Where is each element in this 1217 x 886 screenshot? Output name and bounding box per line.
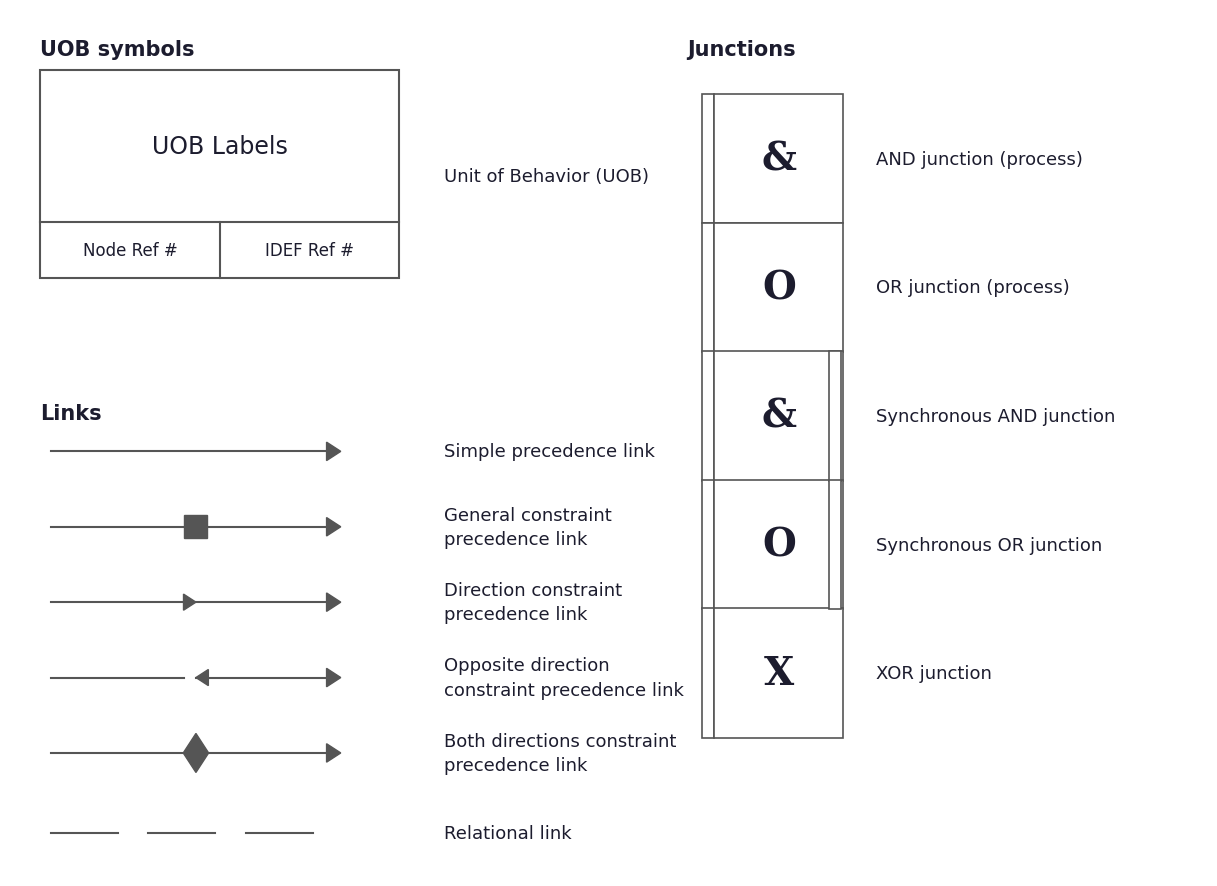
Bar [40, 71, 399, 279]
Text: AND junction (process): AND junction (process) [876, 151, 1083, 168]
Bar [714, 95, 843, 224]
Bar [714, 609, 843, 738]
Bar [702, 223, 714, 353]
Text: Unit of Behavior (UOB): Unit of Behavior (UOB) [444, 168, 649, 186]
Text: OR junction (process): OR junction (process) [876, 279, 1070, 297]
Text: General constraint
precedence link: General constraint precedence link [444, 506, 612, 548]
Bar [702, 95, 714, 224]
Text: Simple precedence link: Simple precedence link [444, 443, 655, 461]
Polygon shape [326, 744, 341, 762]
Bar [702, 609, 714, 738]
Bar [829, 352, 841, 481]
Bar [702, 352, 714, 481]
Text: Both directions constraint
precedence link: Both directions constraint precedence li… [444, 732, 677, 774]
Polygon shape [326, 518, 341, 536]
Text: Relational link: Relational link [444, 824, 572, 842]
Text: UOB Labels: UOB Labels [152, 135, 287, 159]
Polygon shape [184, 595, 196, 610]
Polygon shape [326, 594, 341, 611]
Polygon shape [326, 443, 341, 461]
Text: &: & [762, 141, 796, 178]
Bar [714, 480, 843, 610]
Text: Direction constraint
precedence link: Direction constraint precedence link [444, 581, 622, 624]
Text: Synchronous AND junction: Synchronous AND junction [876, 408, 1116, 425]
Text: Synchronous OR junction: Synchronous OR junction [876, 536, 1103, 554]
Polygon shape [326, 669, 341, 687]
Text: O: O [762, 269, 796, 307]
Bar [714, 352, 843, 481]
Text: Node Ref #: Node Ref # [83, 242, 178, 260]
Text: X: X [764, 655, 793, 692]
Text: XOR junction: XOR junction [876, 664, 992, 682]
Bar [185, 516, 207, 539]
Text: Junctions: Junctions [688, 40, 796, 60]
Text: UOB symbols: UOB symbols [40, 40, 195, 60]
Bar [714, 223, 843, 353]
Polygon shape [196, 670, 208, 686]
Text: IDEF Ref #: IDEF Ref # [265, 242, 354, 260]
Polygon shape [184, 734, 208, 773]
Text: &: & [762, 398, 796, 435]
Text: Opposite direction
constraint precedence link: Opposite direction constraint precedence… [444, 657, 684, 699]
Text: O: O [762, 526, 796, 563]
Bar [702, 480, 714, 610]
Bar [829, 480, 841, 610]
Text: Links: Links [40, 403, 102, 424]
